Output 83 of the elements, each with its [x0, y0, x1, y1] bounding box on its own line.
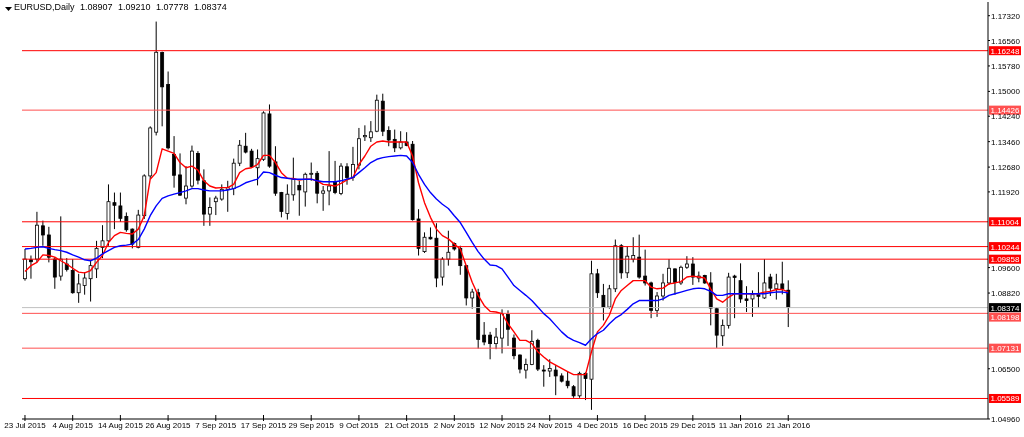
- candlestick: [625, 245, 630, 279]
- candlestick: [673, 267, 677, 296]
- candlestick: [297, 180, 302, 217]
- candlestick: [327, 150, 332, 206]
- x-tick-label: 9 Oct 2015: [339, 421, 380, 430]
- ref-line-label: 1.10244: [990, 242, 1020, 252]
- line-series: [24, 154, 789, 346]
- candlestick: [637, 234, 642, 280]
- y-tick-label: 1.09600: [991, 263, 1021, 273]
- y-tick-label: 1.06500: [991, 364, 1021, 374]
- x-tick-label: 11 Jan 2016: [718, 421, 763, 430]
- ref-line-label: 1.09858: [990, 255, 1020, 265]
- chart-title: EURUSD,Daily 1.08907 1.09210 1.07778 1.08374: [14, 2, 227, 12]
- candlestick: [667, 258, 671, 286]
- x-tick-label: 21 Oct 2015: [384, 421, 429, 430]
- candlestick: [488, 331, 493, 360]
- candlestick: [541, 364, 546, 388]
- x-tick-label: 29 Sep 2015: [288, 421, 335, 430]
- x-tick-label: 4 Aug 2015: [52, 421, 94, 430]
- candlestick: [207, 196, 212, 227]
- candlestick: [786, 279, 791, 328]
- candlestick: [315, 170, 320, 204]
- y-tick-label: 1.17320: [991, 11, 1021, 21]
- candlestick: [482, 321, 487, 346]
- x-tick-label: 17 Sep 2015: [240, 421, 287, 430]
- x-tick-label: 24 Nov 2015: [527, 421, 573, 430]
- candlestick: [529, 329, 534, 366]
- candlestick: [780, 261, 785, 295]
- x-tick-label: 7 Sep 2015: [195, 421, 237, 430]
- candlestick: [321, 185, 326, 212]
- candlestick: [679, 265, 683, 286]
- y-tick-label: 1.15780: [991, 61, 1021, 71]
- candlestick: [690, 256, 695, 286]
- candlestick: [362, 124, 367, 142]
- candlestick: [58, 215, 63, 282]
- x-tick-label: 2 Nov 2015: [433, 421, 476, 430]
- candlestick: [553, 364, 558, 396]
- candlestick: [303, 172, 308, 208]
- x-tick-label: 14 Aug 2015: [97, 421, 144, 430]
- ref-line-label: 1.07131: [990, 344, 1020, 354]
- candlestick: [631, 236, 636, 263]
- candlestick: [655, 291, 659, 318]
- x-tick-label: 21 Jan 2016: [766, 421, 811, 430]
- candlestick: [184, 165, 188, 205]
- candlestick: [512, 333, 516, 360]
- ref-line-label: 1.16248: [990, 46, 1020, 56]
- candlestick: [172, 135, 176, 189]
- x-tick-label: 26 Aug 2015: [145, 421, 192, 430]
- ref-line-label: 1.08374: [990, 303, 1020, 313]
- candlestick: [643, 249, 648, 287]
- x-tick-label: 4 Dec 2015: [576, 421, 619, 430]
- candlestick: [386, 125, 391, 147]
- candlestick: [40, 220, 45, 247]
- candlestick: [684, 255, 689, 270]
- candlestick: [661, 273, 665, 302]
- candlestick: [506, 309, 510, 347]
- candlestick: [470, 288, 475, 310]
- candlestick: [52, 256, 57, 290]
- candlestick: [523, 358, 528, 380]
- x-tick-label: 16 Dec 2015: [622, 421, 669, 430]
- x-tick-label: 29 Dec 2015: [670, 421, 717, 430]
- candlestick: [23, 248, 27, 282]
- candlestick: [178, 152, 182, 197]
- candlestick: [213, 195, 218, 216]
- candlestick: [368, 120, 373, 143]
- candlestick: [333, 160, 337, 195]
- y-tick-label: 1.15000: [991, 87, 1021, 97]
- candlestick: [70, 258, 75, 295]
- y-tick-label: 1.11920: [991, 187, 1020, 197]
- y-tick-label: 1.13460: [991, 137, 1021, 147]
- ref-line-label: 1.11004: [990, 217, 1020, 227]
- x-tick-label: 23 Jul 2015: [4, 421, 47, 430]
- candlestick: [518, 353, 522, 374]
- ref-line-label: 1.08198: [990, 313, 1020, 323]
- y-tick-label: 1.16560: [991, 36, 1021, 46]
- y-tick-label: 1.12680: [991, 163, 1021, 173]
- y-tick-label: 1.04960: [991, 415, 1021, 424]
- candlestick: [494, 327, 498, 350]
- candlestick: [309, 162, 314, 182]
- y-tick-label: 1.08820: [991, 289, 1021, 299]
- x-tick-label: 12 Nov 2015: [479, 421, 526, 430]
- candlestick: [345, 162, 349, 186]
- ref-line-label: 1.05589: [990, 394, 1020, 404]
